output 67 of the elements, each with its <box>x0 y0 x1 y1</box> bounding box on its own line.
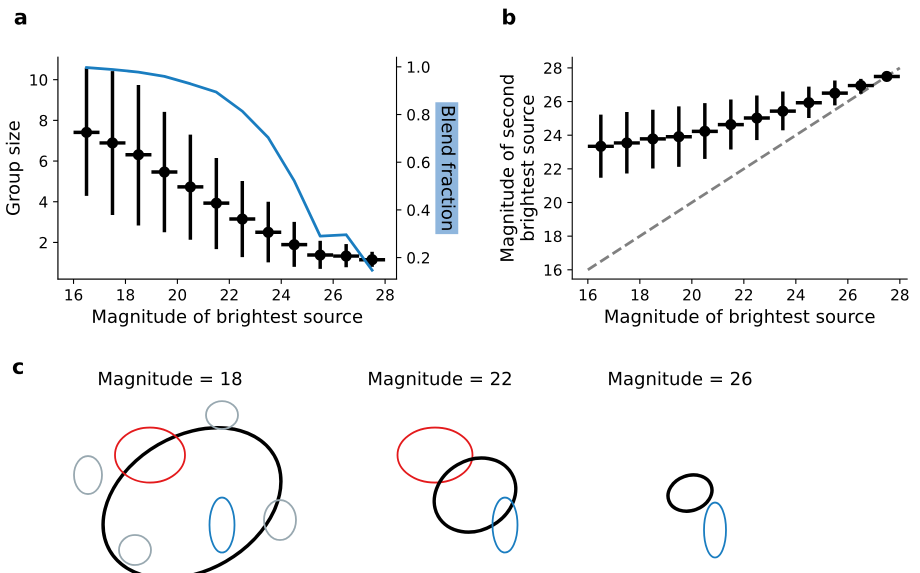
text: Magnitude = 26 <box>609 371 752 389</box>
x-tick-label: 18 <box>117 289 134 301</box>
y2-tick-label: 1.0 <box>408 61 430 73</box>
point <box>314 249 326 261</box>
point <box>855 80 866 92</box>
text: a <box>14 12 26 25</box>
x-tick-label: 20 <box>168 289 186 301</box>
point <box>829 88 840 99</box>
point <box>80 126 92 138</box>
y-tick-label: 2 <box>40 236 47 248</box>
point <box>158 166 170 178</box>
x-tick-label: 22 <box>220 289 238 300</box>
point <box>236 213 248 225</box>
x-tick-label: 24 <box>272 289 290 300</box>
y-tick-label: 10 <box>30 74 48 86</box>
point <box>106 137 118 149</box>
point <box>262 226 274 238</box>
x-tick-label: 20 <box>683 289 701 301</box>
y-tick-label: 4 <box>39 196 48 208</box>
y2-tick-label: 0.8 <box>407 108 430 121</box>
text: c <box>12 362 23 374</box>
y-tick-label: 8 <box>40 114 48 126</box>
point <box>210 198 222 209</box>
y-axis-title: Magnitude of second brightest source <box>500 75 538 261</box>
x-tick-label: 24 <box>787 289 805 300</box>
y-tick-label: 26 <box>544 96 562 108</box>
point <box>673 131 684 142</box>
y-tick-label: 16 <box>544 264 562 276</box>
x-tick-label: 22 <box>735 289 752 300</box>
point <box>184 181 196 192</box>
x-tick-label: 26 <box>324 289 342 301</box>
text: Magnitude = 18 <box>99 371 242 389</box>
x-axis-title: Magnitude of brightest source <box>606 309 875 327</box>
x-tick-label: 28 <box>376 289 394 301</box>
point <box>803 97 814 108</box>
x-tick-label: 18 <box>632 289 649 301</box>
y-tick-label: 24 <box>544 130 562 142</box>
line-series <box>85 66 374 272</box>
x-tick-label: 16 <box>65 289 82 301</box>
x-tick-label: 26 <box>839 289 857 301</box>
point <box>132 149 144 160</box>
point <box>881 70 892 82</box>
point <box>725 119 736 130</box>
y-tick-label: 22 <box>544 163 561 175</box>
point <box>699 126 710 137</box>
point <box>340 250 352 262</box>
point <box>288 239 300 250</box>
x-tick-label: 16 <box>580 289 597 301</box>
y-axis-title: Group size <box>6 121 24 216</box>
y2-tick-label: 0.4 <box>407 204 430 216</box>
y-tick-label: 6 <box>40 156 48 168</box>
point <box>595 140 606 152</box>
y-tick-label: 28 <box>544 62 562 74</box>
point <box>621 137 632 148</box>
text: Magnitude = 22 <box>369 371 511 389</box>
text: b <box>503 8 516 25</box>
y2-tick-label: 0.2 <box>407 252 430 264</box>
y2-tick-label: 0.6 <box>407 156 430 168</box>
x-axis-title: Magnitude of brightest source <box>93 309 362 327</box>
y2-axis-title: Blend fraction <box>442 106 456 230</box>
x-tick-label: 28 <box>891 289 909 301</box>
y-tick-label: 18 <box>544 230 562 242</box>
point <box>366 254 378 266</box>
point <box>751 112 762 124</box>
y-tick-label: 20 <box>544 196 562 209</box>
point <box>647 133 658 144</box>
point <box>777 106 788 117</box>
